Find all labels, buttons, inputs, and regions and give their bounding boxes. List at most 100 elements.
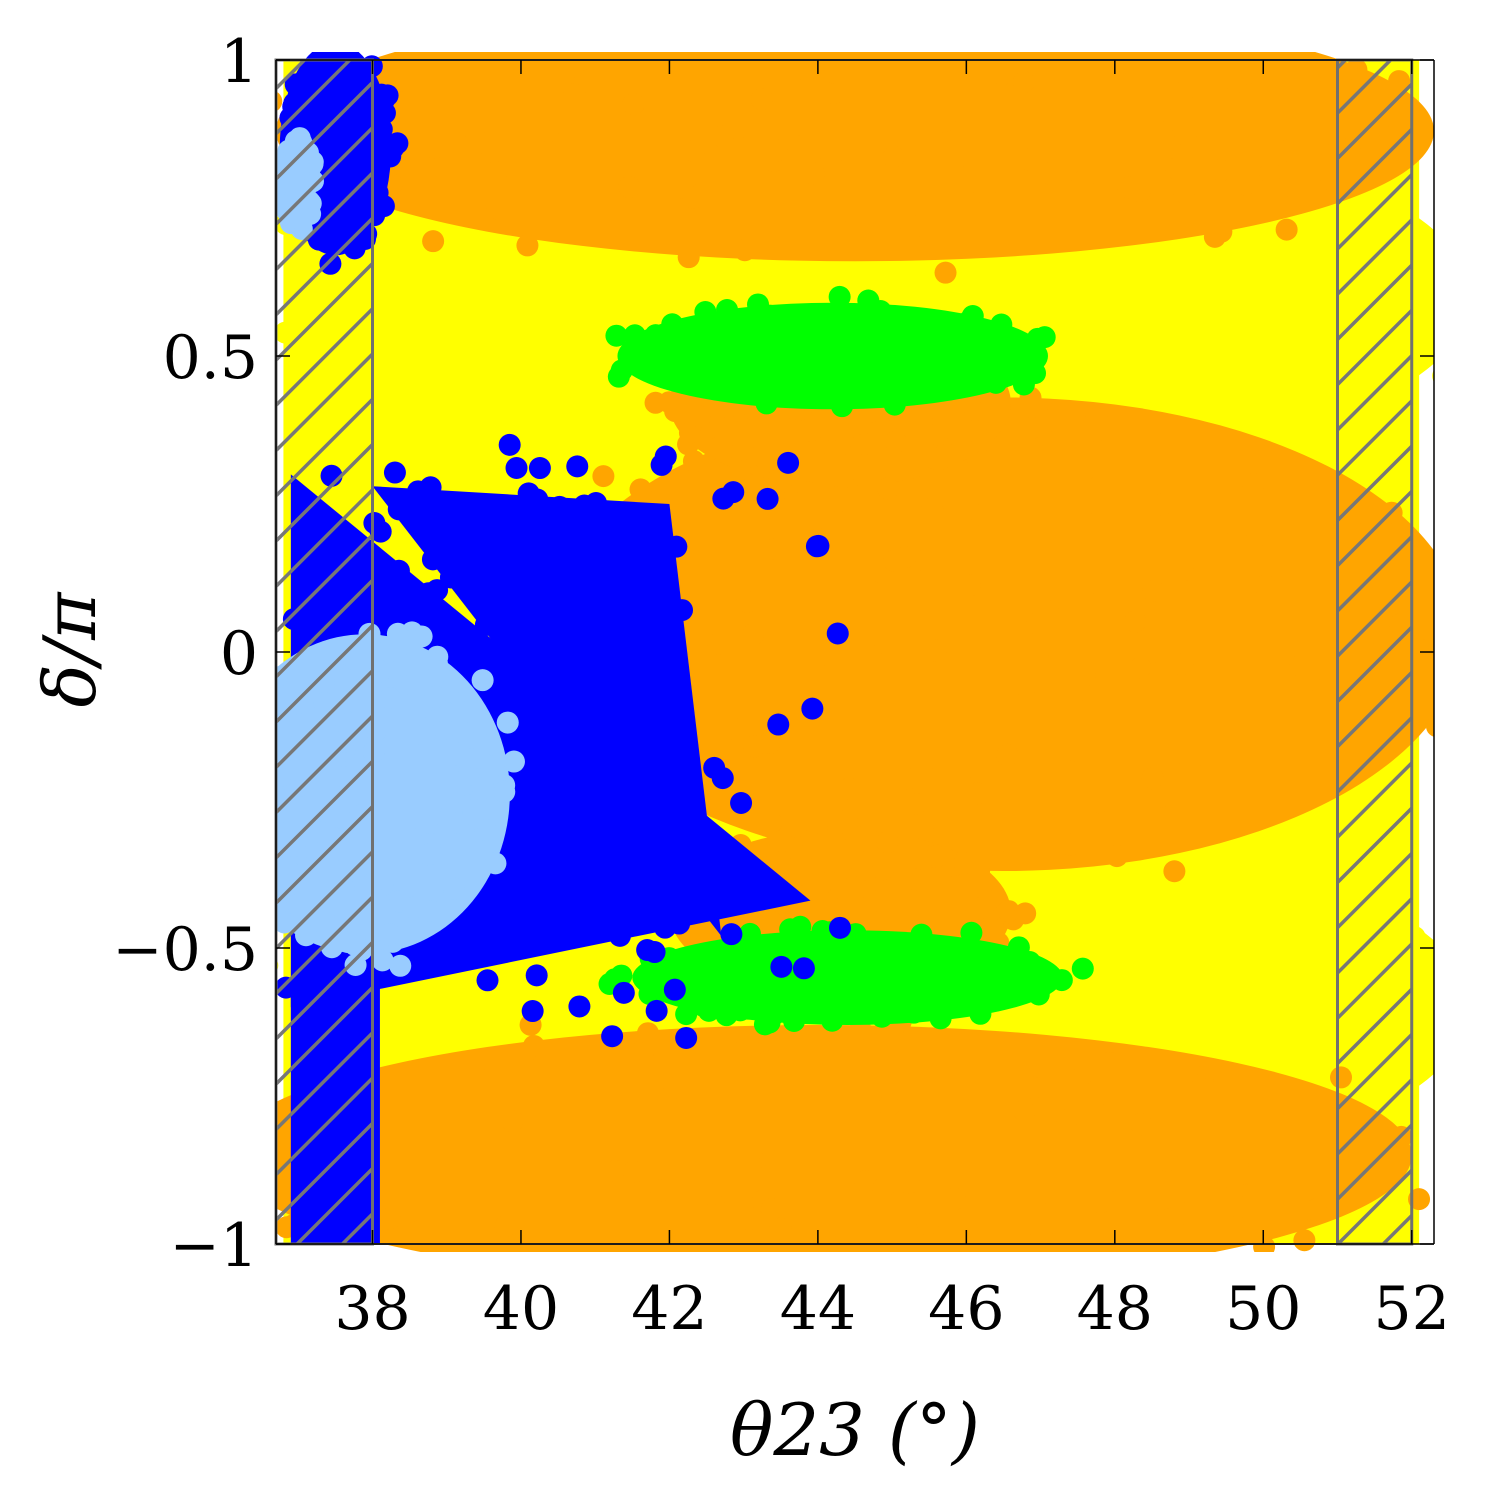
point xyxy=(840,837,863,860)
point xyxy=(900,4,922,26)
point xyxy=(870,1005,893,1028)
point xyxy=(1124,610,1147,633)
point xyxy=(756,487,779,510)
point xyxy=(402,896,425,919)
point xyxy=(953,992,976,1015)
point xyxy=(378,1207,401,1230)
point xyxy=(675,1026,698,1049)
point xyxy=(718,1181,741,1204)
point xyxy=(581,637,604,660)
point xyxy=(1082,687,1105,710)
point xyxy=(585,1249,599,1252)
point xyxy=(691,994,714,1017)
point xyxy=(908,403,931,426)
point xyxy=(942,150,965,173)
point xyxy=(767,713,790,736)
point xyxy=(691,14,713,36)
point xyxy=(1246,524,1269,547)
point xyxy=(899,374,922,397)
point xyxy=(875,371,898,394)
point xyxy=(654,560,677,583)
y-tick-label: −0.5 xyxy=(112,915,258,985)
point xyxy=(759,1149,782,1172)
point xyxy=(910,755,933,778)
point xyxy=(1013,1100,1036,1123)
point xyxy=(872,858,895,881)
point xyxy=(802,832,825,855)
point xyxy=(913,549,936,572)
point xyxy=(1030,1224,1053,1247)
point xyxy=(672,807,695,830)
point xyxy=(859,644,882,667)
point xyxy=(426,579,449,602)
point xyxy=(809,941,832,964)
point xyxy=(809,644,832,667)
point xyxy=(755,939,778,962)
point xyxy=(791,996,814,1019)
point xyxy=(474,613,497,636)
point xyxy=(1129,1113,1152,1136)
point xyxy=(720,923,743,946)
region-orange-2 xyxy=(276,1011,1431,1252)
point xyxy=(872,1177,895,1200)
point xyxy=(1048,642,1071,665)
point xyxy=(722,481,745,504)
point xyxy=(584,516,607,539)
point xyxy=(465,938,488,961)
point xyxy=(756,315,779,338)
point xyxy=(929,1007,952,1030)
point xyxy=(849,357,872,380)
point xyxy=(440,1239,463,1252)
point xyxy=(944,903,967,926)
point xyxy=(791,135,814,158)
point xyxy=(675,1003,698,1026)
point xyxy=(1023,670,1046,693)
point xyxy=(911,1,933,23)
point xyxy=(996,743,1019,766)
point xyxy=(516,234,539,257)
point xyxy=(883,393,906,416)
point xyxy=(1059,833,1082,856)
point xyxy=(636,1022,659,1045)
point xyxy=(926,845,949,868)
point xyxy=(443,646,466,669)
point xyxy=(220,846,242,868)
point xyxy=(566,455,589,478)
point xyxy=(438,951,461,974)
point xyxy=(523,55,546,78)
point xyxy=(808,320,831,343)
point xyxy=(1161,434,1184,457)
point xyxy=(502,750,525,773)
point xyxy=(663,978,686,1001)
point xyxy=(876,831,899,854)
point xyxy=(241,708,263,730)
point xyxy=(656,638,679,661)
point xyxy=(1012,373,1035,396)
point xyxy=(622,1160,645,1183)
point xyxy=(896,958,919,981)
point xyxy=(826,622,849,645)
point xyxy=(199,114,221,136)
point xyxy=(1304,1198,1327,1221)
point xyxy=(612,981,635,1004)
point xyxy=(854,1170,877,1193)
point xyxy=(721,323,744,346)
y-tick-label: 0 xyxy=(220,619,258,689)
series-green xyxy=(598,285,1094,1036)
point xyxy=(764,537,787,560)
point xyxy=(763,363,786,386)
point xyxy=(1305,182,1328,205)
point xyxy=(926,423,949,446)
point xyxy=(1156,1208,1179,1231)
point xyxy=(967,897,990,920)
point xyxy=(1012,0,1034,5)
point xyxy=(1129,656,1152,679)
point xyxy=(643,941,666,964)
point xyxy=(967,1092,990,1115)
point xyxy=(819,149,842,172)
point xyxy=(1222,532,1245,555)
point xyxy=(1174,123,1197,146)
point xyxy=(969,1002,992,1025)
point xyxy=(828,811,851,834)
